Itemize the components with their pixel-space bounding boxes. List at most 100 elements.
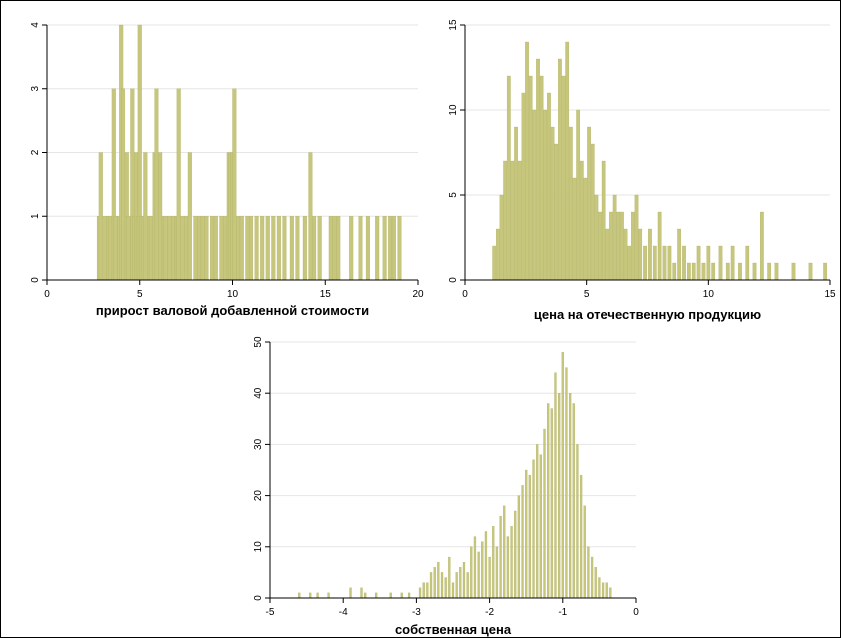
histogram-bar bbox=[167, 216, 172, 281]
axes bbox=[265, 341, 637, 603]
histogram-bar bbox=[543, 109, 548, 281]
histogram-bar bbox=[594, 194, 599, 281]
histogram-bar bbox=[295, 216, 300, 281]
histogram-bar bbox=[696, 245, 701, 281]
histogram-bar bbox=[108, 216, 113, 281]
histogram-bar bbox=[718, 245, 723, 281]
histogram-bar bbox=[309, 592, 312, 599]
histogram-bar bbox=[298, 592, 301, 599]
histogram-bar bbox=[154, 88, 159, 281]
y-tick-labels: 0 10 20 30 40 50 bbox=[253, 336, 264, 601]
histogram-bar bbox=[444, 577, 447, 599]
histogram-bar bbox=[289, 216, 294, 281]
histogram-bar bbox=[601, 582, 605, 599]
histogram-bar bbox=[451, 582, 455, 599]
histogram-bar bbox=[609, 211, 613, 281]
histogram-bar bbox=[382, 216, 387, 281]
histogram-bar bbox=[550, 408, 553, 599]
y-tick-label: 3 bbox=[30, 86, 41, 92]
histogram-bar bbox=[652, 245, 657, 281]
histogram-bar bbox=[590, 556, 594, 599]
histogram-bar bbox=[745, 245, 750, 281]
x-tick-label: -5 bbox=[266, 607, 275, 618]
histogram-bar bbox=[539, 454, 542, 599]
histogram-bar bbox=[200, 216, 205, 281]
y-tick-label: 0 bbox=[30, 277, 41, 283]
histogram-bar bbox=[547, 403, 550, 599]
histogram-bar bbox=[448, 556, 451, 599]
histogram-bar bbox=[510, 526, 513, 599]
histogram-bar bbox=[760, 211, 764, 281]
histogram-bar bbox=[543, 428, 546, 599]
x-axis-title: прирост валовой добавленной стоимости bbox=[96, 303, 369, 318]
histogram-bar bbox=[536, 58, 540, 281]
histogram-bar bbox=[561, 352, 564, 599]
y-tick-label: 50 bbox=[253, 336, 264, 348]
histogram-bar bbox=[391, 216, 396, 281]
histogram-bar bbox=[236, 216, 241, 281]
x-axis-title: цена на отечественную продукцию bbox=[534, 307, 761, 322]
histogram-bar bbox=[437, 562, 440, 599]
histogram-bar bbox=[576, 444, 579, 599]
histogram-bar bbox=[143, 152, 148, 281]
x-tick-label: 15 bbox=[824, 289, 836, 300]
histogram-bar bbox=[271, 216, 276, 281]
y-gridlines bbox=[270, 341, 636, 548]
histogram-bar bbox=[462, 562, 466, 599]
histogram-bar bbox=[643, 245, 647, 281]
histogram-bar bbox=[433, 567, 436, 599]
histogram-bar bbox=[477, 551, 480, 599]
y-tick-labels: 0 1 2 3 4 bbox=[30, 22, 41, 283]
histogram-bar bbox=[265, 216, 270, 281]
histogram-bar bbox=[634, 194, 639, 281]
x-tick-label: 15 bbox=[320, 289, 332, 300]
histogram-bar bbox=[495, 546, 499, 599]
x-tick-label: -3 bbox=[412, 607, 421, 618]
histogram-bar bbox=[492, 526, 495, 599]
histogram-bar bbox=[691, 262, 696, 281]
histogram-bar bbox=[725, 262, 730, 281]
x-tick-label: 0 bbox=[44, 289, 50, 300]
histogram-bar bbox=[358, 216, 363, 281]
y-tick-label: 10 bbox=[253, 541, 264, 553]
histogram-bar bbox=[808, 262, 813, 281]
histogram-bar bbox=[579, 160, 584, 281]
histogram-bar bbox=[554, 143, 559, 281]
x-axis-title: собственная цена bbox=[395, 622, 512, 637]
histogram-bar bbox=[484, 531, 488, 599]
histogram-bar bbox=[687, 262, 691, 281]
histogram-bar bbox=[375, 216, 380, 281]
histogram-bar bbox=[521, 485, 524, 599]
histogram-bar bbox=[521, 92, 526, 281]
x-tick-label: 20 bbox=[412, 289, 424, 300]
y-tick-label: 40 bbox=[253, 387, 264, 399]
histogram-bar bbox=[499, 515, 502, 599]
histogram-bar bbox=[514, 126, 518, 281]
histogram-bar bbox=[180, 216, 185, 281]
histogram-bar bbox=[163, 216, 168, 281]
x-tick-label: 5 bbox=[137, 289, 143, 300]
histogram-bar bbox=[245, 216, 250, 281]
histogram-bar bbox=[532, 459, 535, 599]
histogram-bar bbox=[102, 216, 107, 281]
histogram-bar bbox=[223, 216, 228, 281]
histogram-bar bbox=[767, 262, 772, 281]
histogram-bar bbox=[282, 216, 287, 281]
x-tick-label: 5 bbox=[584, 289, 590, 300]
histogram-bar bbox=[219, 216, 224, 281]
histogram-bar bbox=[473, 536, 477, 599]
histogram-bar bbox=[662, 245, 667, 281]
x-tick-label: -4 bbox=[339, 607, 348, 618]
histogram-bar bbox=[364, 592, 367, 599]
histogram-bar bbox=[254, 216, 259, 281]
histogram-bar bbox=[612, 194, 617, 281]
histogram-bar bbox=[440, 572, 444, 599]
histogram-bar bbox=[823, 262, 827, 281]
histogram-bar bbox=[706, 245, 711, 281]
histogram-bar bbox=[249, 216, 254, 281]
histogram-bar bbox=[598, 577, 601, 599]
histogram-bar bbox=[616, 211, 621, 281]
histogram-bar bbox=[503, 160, 508, 281]
axes bbox=[460, 24, 831, 285]
y-tick-label: 5 bbox=[448, 192, 459, 198]
